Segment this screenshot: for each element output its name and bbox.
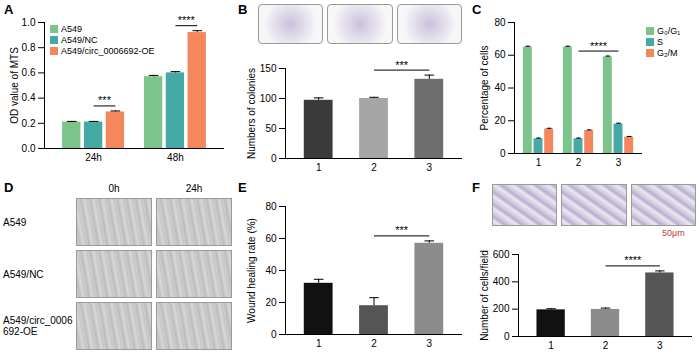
svg-text:0.8: 0.8 bbox=[22, 42, 36, 53]
html-text:A549: A549 bbox=[61, 24, 82, 34]
svg-text:****: **** bbox=[178, 14, 196, 26]
svg-text:400: 400 bbox=[493, 276, 510, 287]
svg-text:***: *** bbox=[395, 224, 409, 236]
html-text:D: D bbox=[4, 180, 14, 195]
svg-text:Wound healing rate (%): Wound healing rate (%) bbox=[246, 218, 257, 323]
svg-text:0: 0 bbox=[271, 329, 277, 340]
html-text:50μm: 50μm bbox=[662, 228, 685, 238]
svg-text:Percentage of cells: Percentage of cells bbox=[479, 45, 490, 130]
svg-text:****: **** bbox=[624, 254, 642, 266]
html-text:E: E bbox=[238, 180, 247, 195]
html-text:B: B bbox=[238, 2, 248, 17]
svg-text:1: 1 bbox=[536, 157, 542, 168]
svg-text:20: 20 bbox=[265, 297, 277, 308]
html-text:24h: 24h bbox=[185, 183, 203, 194]
svg-text:3: 3 bbox=[657, 340, 663, 351]
svg-text:0: 0 bbox=[504, 331, 510, 342]
svg-text:1: 1 bbox=[548, 340, 554, 351]
html-text:S: S bbox=[657, 37, 663, 47]
svg-text:24h: 24h bbox=[85, 152, 102, 163]
html-text:A549/circ_0006692-OE: A549/circ_0006692-OE bbox=[3, 315, 73, 337]
svg-text:60: 60 bbox=[494, 49, 506, 60]
html-text:A549/NC: A549/NC bbox=[61, 35, 98, 45]
svg-text:60: 60 bbox=[265, 233, 277, 244]
html-text:C: C bbox=[472, 2, 482, 17]
svg-text:OD value of MTS: OD value of MTS bbox=[9, 47, 20, 124]
html-text:G₂/M: G₂/M bbox=[657, 48, 678, 58]
html-text:F: F bbox=[472, 180, 480, 195]
svg-text:150: 150 bbox=[260, 63, 277, 74]
svg-text:48h: 48h bbox=[167, 152, 184, 163]
svg-text:100: 100 bbox=[260, 93, 277, 104]
svg-text:80: 80 bbox=[265, 201, 277, 212]
svg-text:Number of cells/field: Number of cells/field bbox=[479, 250, 490, 341]
svg-text:0.6: 0.6 bbox=[22, 67, 36, 78]
svg-text:0: 0 bbox=[271, 153, 277, 164]
svg-text:80: 80 bbox=[494, 17, 506, 28]
svg-text:0.2: 0.2 bbox=[22, 118, 36, 129]
html-text:G₀/G₁: G₀/G₁ bbox=[657, 26, 681, 36]
svg-text:3: 3 bbox=[427, 338, 433, 349]
svg-text:2: 2 bbox=[371, 338, 377, 349]
svg-text:Numbers of colonies: Numbers of colonies bbox=[246, 68, 257, 159]
svg-text:200: 200 bbox=[493, 303, 510, 314]
html-text:A549: A549 bbox=[3, 216, 27, 228]
html-text:A549/NC: A549/NC bbox=[3, 268, 44, 280]
svg-text:0.0: 0.0 bbox=[22, 143, 36, 154]
svg-text:0: 0 bbox=[500, 148, 506, 159]
svg-text:2: 2 bbox=[371, 162, 377, 173]
svg-text:20: 20 bbox=[494, 115, 506, 126]
svg-text:0.4: 0.4 bbox=[22, 92, 36, 103]
svg-text:1: 1 bbox=[316, 162, 322, 173]
svg-text:2: 2 bbox=[603, 340, 609, 351]
html-text:A549/circ_0006692-OE: A549/circ_0006692-OE bbox=[61, 46, 155, 56]
svg-text:3: 3 bbox=[427, 162, 433, 173]
svg-text:50: 50 bbox=[265, 123, 277, 134]
html-text:A: A bbox=[4, 2, 14, 17]
svg-text:****: **** bbox=[590, 40, 608, 52]
html-text:0h: 0h bbox=[108, 183, 120, 194]
svg-text:600: 600 bbox=[493, 249, 510, 260]
svg-text:***: *** bbox=[98, 94, 112, 106]
svg-text:3: 3 bbox=[616, 157, 622, 168]
svg-text:40: 40 bbox=[265, 265, 277, 276]
svg-text:1: 1 bbox=[316, 338, 322, 349]
svg-text:2: 2 bbox=[576, 157, 582, 168]
svg-text:***: *** bbox=[395, 59, 409, 71]
svg-text:40: 40 bbox=[494, 82, 506, 93]
svg-text:1.0: 1.0 bbox=[22, 17, 36, 28]
